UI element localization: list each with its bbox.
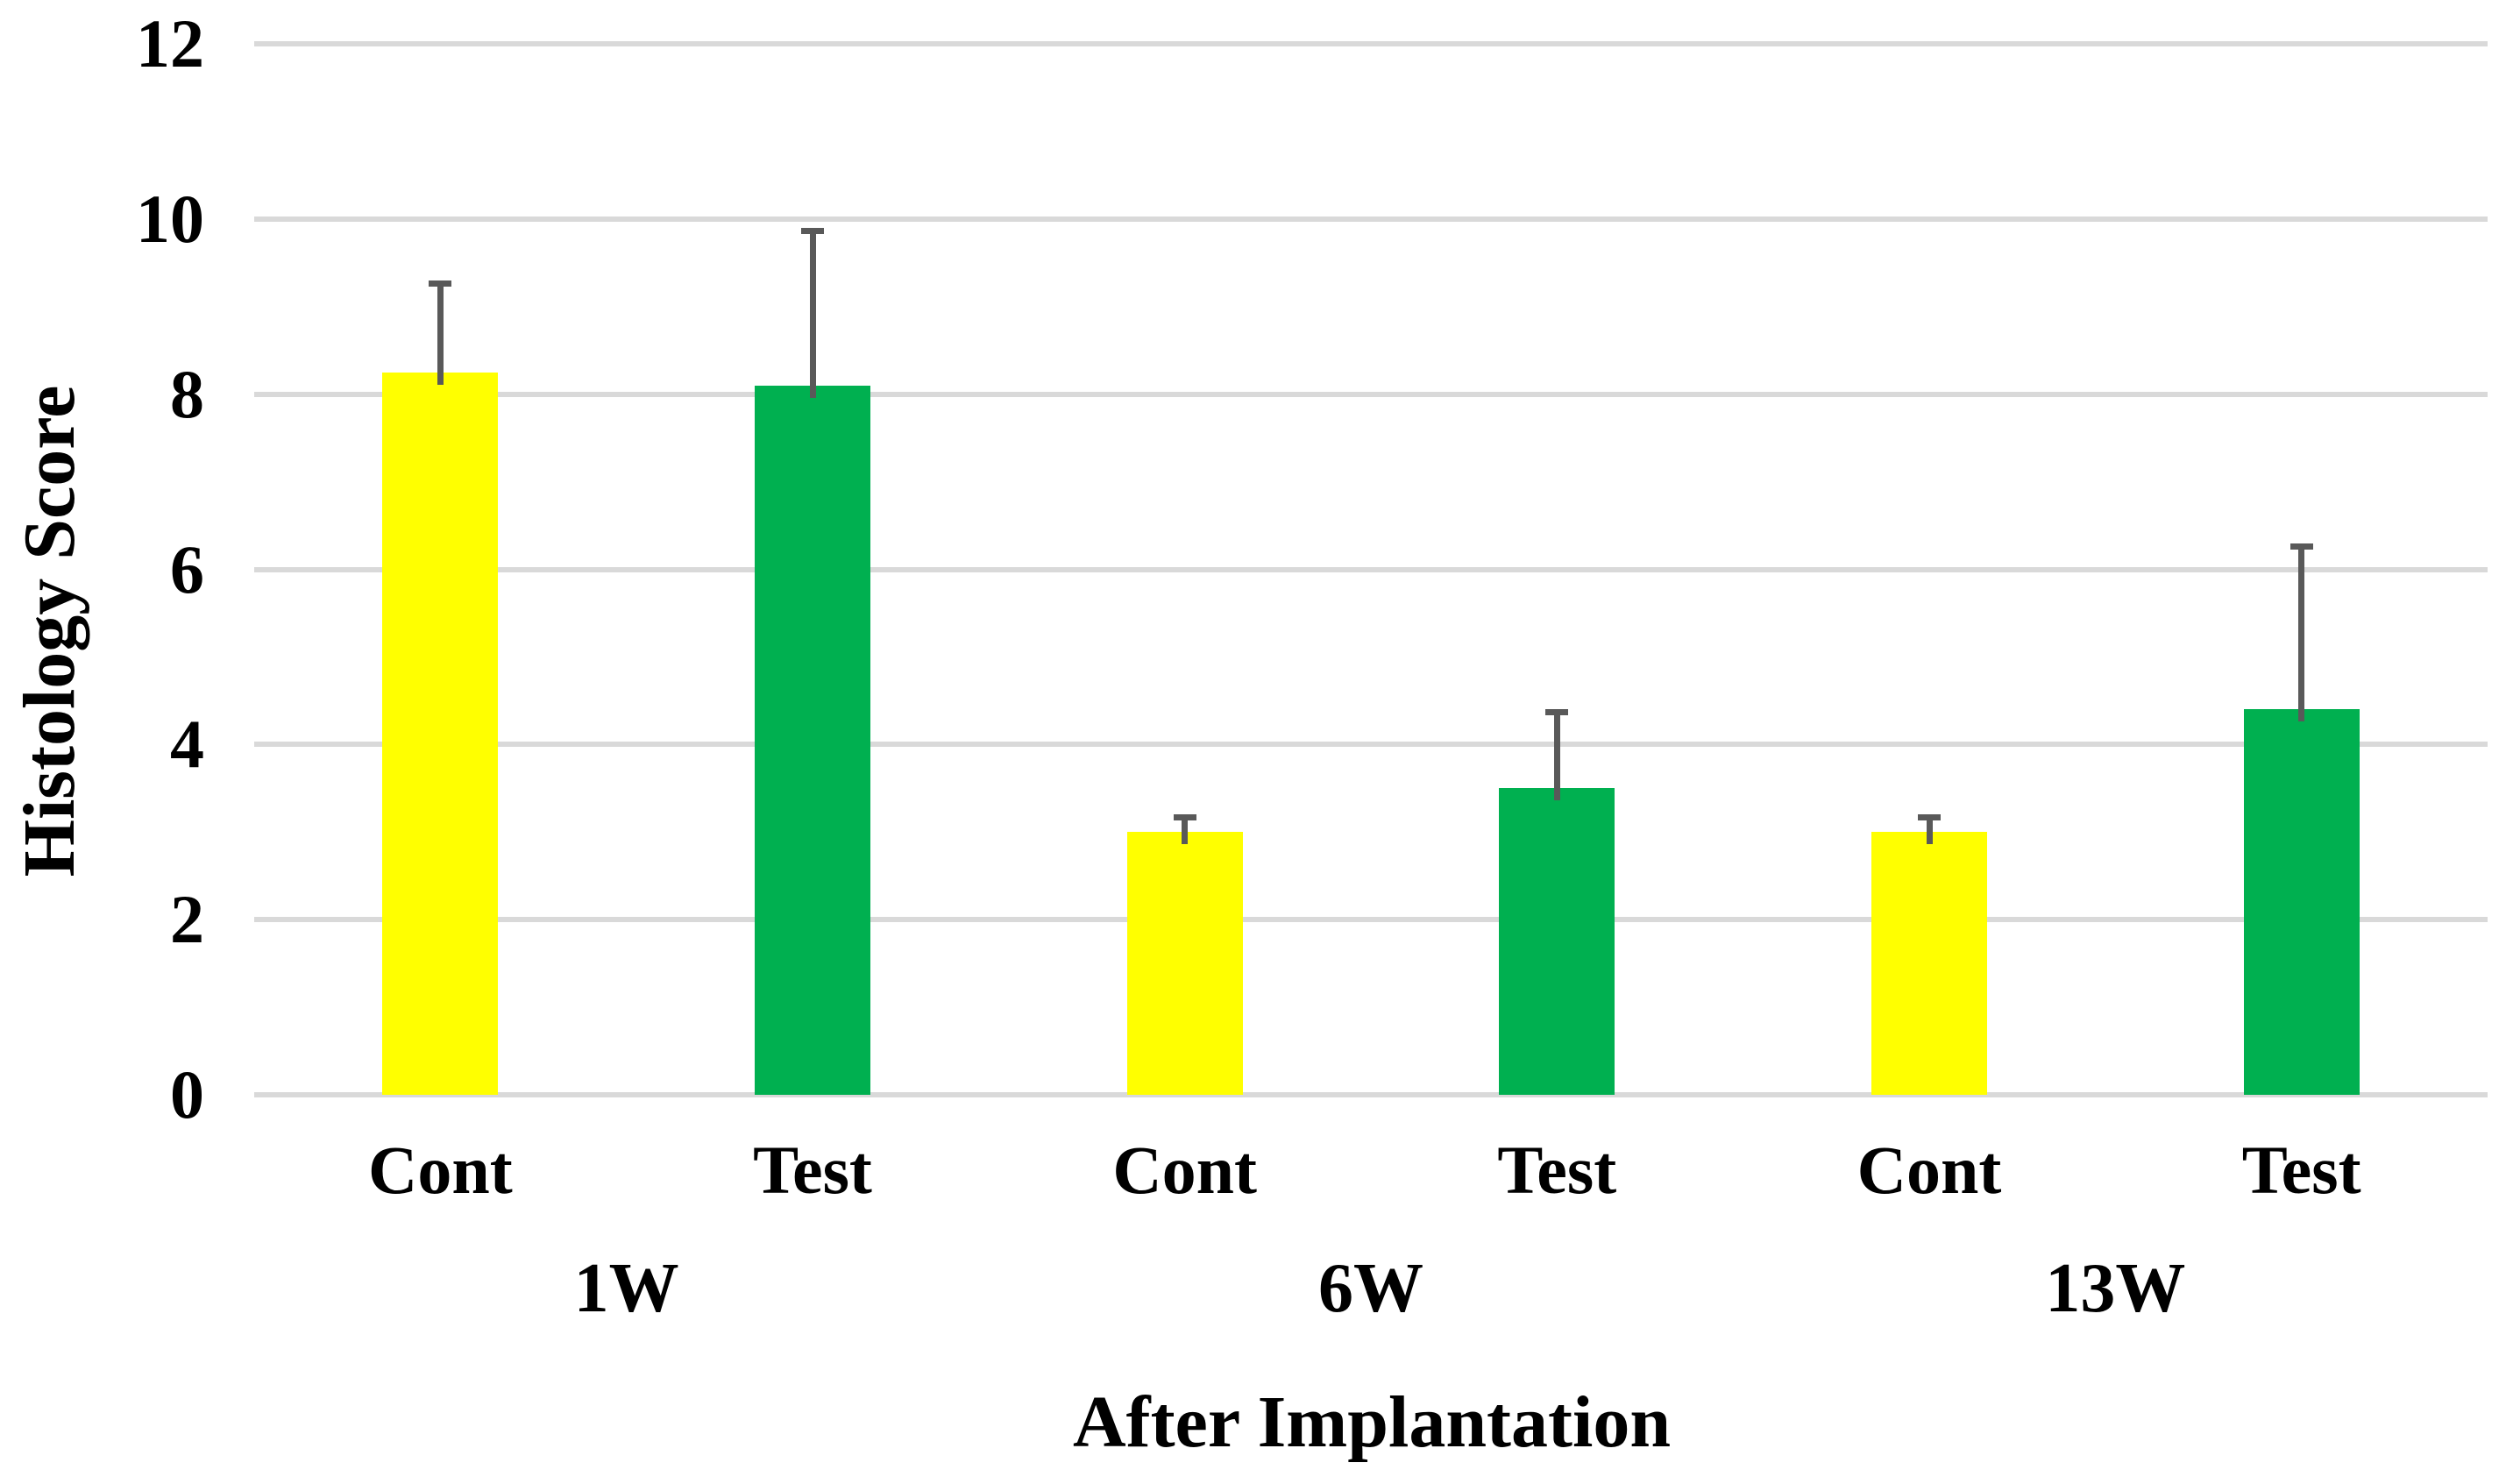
y-tick-label-8: 8 xyxy=(170,355,204,432)
y-tick-label-2: 2 xyxy=(170,881,204,958)
error-bar-line-13W-Cont xyxy=(1926,814,1933,845)
y-tick-label-6: 6 xyxy=(170,530,204,607)
y-tick-label-4: 4 xyxy=(170,706,204,783)
error-bar-line-1W-Cont xyxy=(437,280,444,385)
error-bar-cap-6W-Cont xyxy=(1173,814,1196,821)
error-bar-line-13W-Test xyxy=(2298,543,2305,722)
error-bar-line-6W-Cont xyxy=(1182,814,1189,845)
error-bar-cap-6W-Test xyxy=(1545,709,1569,716)
bar-6W-Cont xyxy=(1126,832,1243,1095)
group-label-1W: 1W xyxy=(573,1250,679,1327)
error-bar-cap-1W-Cont xyxy=(429,280,452,287)
error-bar-cap-1W-Test xyxy=(801,227,824,234)
x-axis-title: After Implantation xyxy=(1072,1381,1672,1463)
error-bar-cap-13W-Cont xyxy=(1918,814,1941,821)
error-bar-cap-13W-Test xyxy=(2289,543,2313,550)
bar-6W-Test xyxy=(1499,788,1615,1095)
group-label-6W: 6W xyxy=(1318,1250,1423,1327)
y-tick-label-10: 10 xyxy=(136,180,204,257)
bar-1W-Cont xyxy=(382,372,499,1095)
gridline-y2 xyxy=(254,917,2488,923)
bar-label-6W-Cont: Cont xyxy=(1112,1132,1257,1208)
gridline-y6 xyxy=(254,566,2488,572)
error-bar-line-6W-Test xyxy=(1553,709,1560,801)
gridline-y4 xyxy=(254,742,2488,748)
bar-1W-Test xyxy=(755,385,870,1095)
bar-label-1W-Test: Test xyxy=(753,1132,872,1208)
y-tick-label-0: 0 xyxy=(170,1056,204,1133)
x-axis-line xyxy=(254,1092,2488,1097)
bar-label-13W-Test: Test xyxy=(2241,1132,2361,1208)
y-axis-title: Histology Score xyxy=(9,385,90,877)
error-bar-line-1W-Test xyxy=(809,227,816,398)
bar-label-1W-Cont: Cont xyxy=(367,1132,513,1208)
bar-13W-Test xyxy=(2243,709,2360,1095)
y-tick-label-12: 12 xyxy=(136,5,204,82)
group-label-13W: 13W xyxy=(2045,1250,2186,1327)
bar-label-13W-Cont: Cont xyxy=(1856,1132,2002,1208)
gridline-y8 xyxy=(254,391,2488,397)
gridline-y10 xyxy=(254,216,2488,222)
gridline-y12 xyxy=(254,41,2488,46)
bar-13W-Cont xyxy=(1871,832,1987,1095)
bar-label-6W-Test: Test xyxy=(1497,1132,1617,1208)
